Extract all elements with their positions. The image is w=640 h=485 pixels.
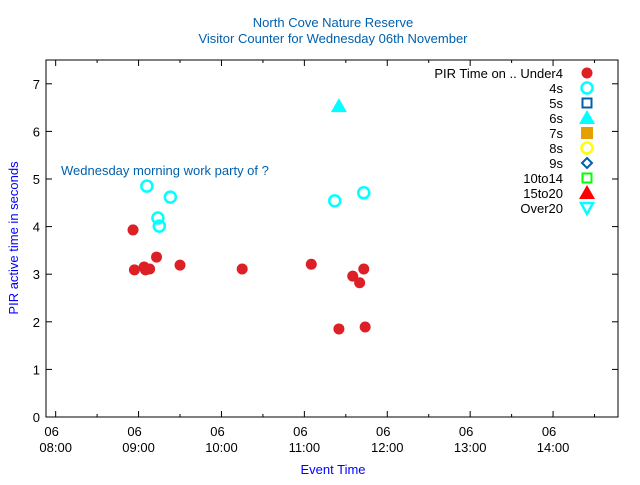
y-axis-label: PIR active time in seconds (6, 161, 21, 315)
legend-label: 8s (549, 141, 563, 156)
legend-label: 7s (549, 126, 563, 141)
legend-item: PIR Time on .. Under4 (434, 66, 593, 81)
x-tick-day: 06 (542, 424, 556, 439)
data-point (144, 263, 156, 275)
y-tick-label: 2 (33, 315, 40, 330)
x-tick-day: 06 (127, 424, 141, 439)
data-point (359, 321, 371, 333)
legend-label: 15to20 (523, 186, 563, 201)
data-point (174, 259, 186, 271)
legend-label: 6s (549, 111, 563, 126)
legend-label: 5s (549, 96, 563, 111)
chart-title: North Cove Nature Reserve (253, 15, 413, 30)
data-point (333, 323, 345, 335)
data-point (151, 211, 165, 225)
legend-item: 10to14 (523, 171, 593, 186)
data-point (128, 264, 140, 276)
legend-marker-icon (578, 201, 596, 217)
chart-subtitle: Visitor Counter for Wednesday 06th Novem… (198, 31, 468, 46)
y-tick-label: 7 (33, 77, 40, 92)
legend-label: Over20 (520, 201, 563, 216)
y-tick-label: 4 (33, 220, 40, 235)
legend-item: 5s (549, 96, 593, 111)
x-tick-label: 10:00 (205, 440, 238, 455)
y-tick-label: 6 (33, 124, 40, 139)
legend-item: 7s (549, 126, 593, 141)
legend-marker-icon (579, 185, 595, 199)
y-tick-label: 1 (33, 362, 40, 377)
x-axis-label: Event Time (300, 462, 365, 477)
x-tick-day: 06 (293, 424, 307, 439)
data-point (305, 258, 317, 270)
y-tick-label: 0 (33, 410, 40, 425)
legend-label: PIR Time on .. Under4 (434, 66, 563, 81)
legend-label: 10to14 (523, 171, 563, 186)
data-point (357, 186, 371, 200)
x-tick-label: 08:00 (39, 440, 72, 455)
y-tick-label: 5 (33, 172, 40, 187)
x-tick-label: 14:00 (537, 440, 570, 455)
annotation: Wednesday morning work party of ? (61, 163, 269, 178)
legend-item: 9s (549, 156, 594, 171)
legend-label: 9s (549, 156, 563, 171)
data-point (354, 277, 366, 289)
legend-item: 8s (549, 141, 594, 156)
data-point (163, 190, 178, 204)
legend-marker-icon (581, 97, 593, 109)
x-tick-label: 11:00 (289, 440, 321, 455)
legend-marker-icon (580, 81, 594, 95)
plot-border (45, 59, 619, 418)
legend-marker-icon (581, 67, 593, 79)
y-tick-label: 3 (33, 267, 40, 282)
x-tick-day: 06 (459, 424, 473, 439)
legend-marker-icon (580, 156, 594, 170)
legend-item: Over20 (520, 201, 596, 217)
data-point (358, 263, 370, 275)
legend-item: 6s (549, 110, 595, 126)
data-point (347, 270, 359, 282)
data-point (328, 194, 342, 208)
x-tick-label: 09:00 (122, 440, 155, 455)
data-point (236, 263, 248, 275)
x-tick-label: 13:00 (454, 440, 487, 455)
legend-marker-icon (581, 127, 593, 139)
legend-item: 4s (549, 81, 594, 96)
data-point (330, 98, 347, 113)
data-point (127, 224, 139, 236)
x-tick-day: 06 (44, 424, 58, 439)
data-point (151, 251, 163, 263)
x-tick-day: 06 (376, 424, 390, 439)
x-tick-label: 12:00 (371, 440, 404, 455)
legend-item: 15to20 (523, 185, 595, 201)
legend-marker-icon (581, 172, 593, 184)
data-point (140, 179, 154, 193)
x-tick-day: 06 (210, 424, 224, 439)
data-point (152, 219, 167, 233)
legend-label: 4s (549, 81, 563, 96)
legend-marker-icon (580, 141, 594, 155)
legend-marker-icon (579, 110, 595, 124)
